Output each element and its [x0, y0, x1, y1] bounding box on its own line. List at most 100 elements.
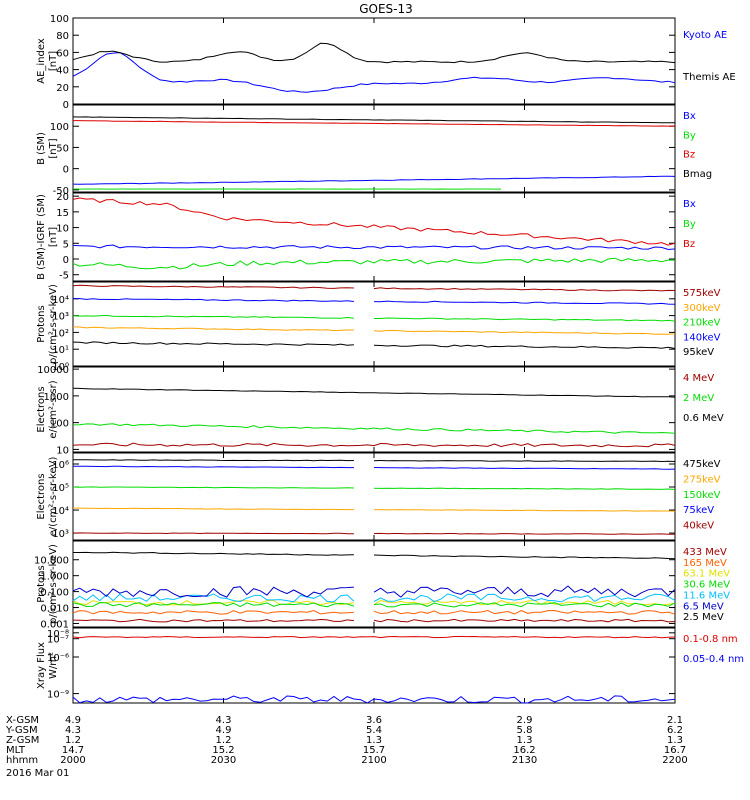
legend-165-mev: 165 MeV — [683, 558, 727, 569]
y-tick-label: 0 — [63, 165, 69, 176]
y-tick-label: 10⁵ — [52, 483, 69, 494]
y-tick-label: 10 — [56, 224, 69, 235]
legend-bmag: Bmag — [683, 169, 712, 180]
series-line-by — [72, 257, 676, 270]
y-tick-label: 10⁰ — [52, 362, 69, 373]
y-tick-label: 80 — [56, 31, 69, 42]
time-axis-value: 2100 — [361, 755, 386, 766]
y-tick-label: 0.100 — [40, 588, 69, 599]
legend-63-1-mev: 63.1 MeV — [683, 569, 730, 580]
series-line-95kev — [72, 341, 676, 349]
series-line-275kev — [73, 507, 676, 512]
y-tick-label: 100 — [50, 14, 69, 25]
y-tick-label: 0.010 — [40, 604, 69, 615]
legend-2-5-mev: 2.5 MeV — [683, 612, 724, 623]
legend-575kev: 575keV — [683, 288, 721, 299]
legend-0-05-0-4-nm: 0.05-0.4 nm — [683, 654, 744, 665]
series-line-11-6-mev — [72, 593, 676, 603]
panel-5: 10 100 1000 10000 Electrons e/(cm²-s-sr) 4 MeV… — [36, 365, 724, 456]
legend-kyoto-ae: Kyoto AE — [683, 30, 727, 41]
y-tick-label: 1000 — [44, 392, 69, 403]
time-axis-value: 1.3 — [517, 735, 533, 746]
y-tick-label: 10000 — [37, 365, 69, 376]
y-tick-label: 10⁴ — [52, 295, 69, 306]
panel-frame — [72, 540, 676, 628]
legend-6-5-mev: 6.5 MeV — [683, 601, 724, 612]
panel-3: -5 0 5 10 15 20 B (SM)-IGRF (SM) [nT] Bx By Bz — [36, 192, 696, 282]
series-line-2-mev — [72, 423, 676, 434]
series-line-575kev — [72, 284, 676, 292]
y-axis-label: [nT] — [48, 227, 59, 247]
y-tick-label: 0 — [63, 100, 69, 111]
series-line-bx — [72, 244, 676, 251]
series-line-300kev — [72, 326, 676, 335]
y-axis-label: W/m² — [48, 652, 59, 679]
y-tick-label: 10³ — [52, 312, 69, 323]
time-axis-value: 5.8 — [517, 725, 533, 736]
time-axis-value: 1.3 — [366, 735, 382, 746]
series-line-30-6-mev — [72, 602, 676, 608]
time-axis-row-label: MLT — [6, 745, 26, 756]
time-axis-value: 1.2 — [65, 735, 81, 746]
legend-275kev: 275keV — [683, 474, 721, 485]
legend-75kev: 75keV — [683, 505, 714, 516]
date-label: 2016 Mar 01 — [6, 768, 69, 779]
series-line-210kev — [72, 314, 676, 322]
time-axis-value: 1.2 — [216, 735, 232, 746]
legend-4-mev: 4 MeV — [683, 373, 714, 384]
legend-210kev: 210keV — [683, 318, 721, 329]
y-tick-label: 10⁻⁸ — [47, 629, 69, 640]
y-tick-label: 20 — [56, 192, 69, 203]
legend-0-1-0-8-nm: 0.1-0.8 nm — [683, 634, 738, 645]
legend-140kev: 140keV — [683, 332, 721, 343]
series-line-bz — [72, 197, 676, 246]
series-line-40kev — [72, 532, 675, 535]
time-axis-value: 5.4 — [366, 725, 382, 736]
y-tick-label: 10¹ — [52, 345, 69, 356]
panel-1: 0 20 40 60 80 100 AE_index [nT] Kyoto AE Themis A… — [36, 14, 736, 111]
y-axis-label: Protons — [36, 565, 47, 602]
time-axis-value: 2.1 — [667, 715, 683, 726]
series-line-150kev — [72, 486, 676, 490]
y-tick-label: 10⁻⁷ — [47, 635, 69, 646]
time-axis-row-label: Y-GSM — [5, 725, 38, 736]
y-axis-label: e/(cm²-s-sr-keV) — [48, 457, 59, 537]
legend-95kev: 95keV — [683, 347, 714, 358]
legend-themis-ae: Themis AE — [682, 72, 736, 83]
y-tick-label: 10⁻⁶ — [47, 653, 69, 664]
panel-frame — [72, 281, 676, 367]
legend-bz: Bz — [683, 239, 695, 250]
y-tick-label: 10³ — [52, 529, 69, 540]
chart-title: GOES-13 — [359, 2, 413, 16]
y-tick-label: 10 — [56, 445, 69, 456]
series-line-0-05-0-4-nm — [72, 695, 676, 704]
time-axis-value: 2200 — [662, 755, 687, 766]
time-axis-value: 4.3 — [216, 715, 232, 726]
legend-150kev: 150keV — [683, 490, 721, 501]
y-tick-label: 0.001 — [40, 619, 69, 630]
y-axis-label: Electrons — [36, 473, 47, 519]
time-axis-value: 16.7 — [664, 745, 686, 756]
panel-6: 10³ 10⁴ 10⁵ 10⁶ Electrons e/(cm²-s-sr-keV) 475… — [36, 452, 721, 541]
legend-2-mev: 2 MeV — [683, 393, 714, 404]
legend-bz: Bz — [683, 150, 695, 161]
legend-by: By — [683, 130, 696, 141]
legend-40kev: 40keV — [683, 521, 714, 532]
y-tick-label: 100 — [50, 122, 69, 133]
panel-frame — [72, 17, 676, 105]
legend-433-mev: 433 MeV — [683, 547, 727, 558]
y-tick-label: 1.000 — [40, 572, 69, 583]
time-axis-value: 2.9 — [517, 715, 533, 726]
y-tick-label: 50 — [56, 143, 69, 154]
y-axis-label: [nT] — [48, 138, 59, 158]
series-line-475kev — [73, 459, 676, 463]
y-axis-label: p/(cm²-s-sr-keV) — [48, 544, 59, 624]
time-axis-row-label: X-GSM — [6, 715, 39, 726]
y-tick-label: 5 — [63, 239, 69, 250]
y-axis-label: Electrons — [36, 386, 47, 432]
y-axis-label: Protons — [36, 305, 47, 342]
legend-300kev: 300keV — [683, 303, 721, 314]
time-axis-row-label: hhmm — [6, 755, 38, 766]
